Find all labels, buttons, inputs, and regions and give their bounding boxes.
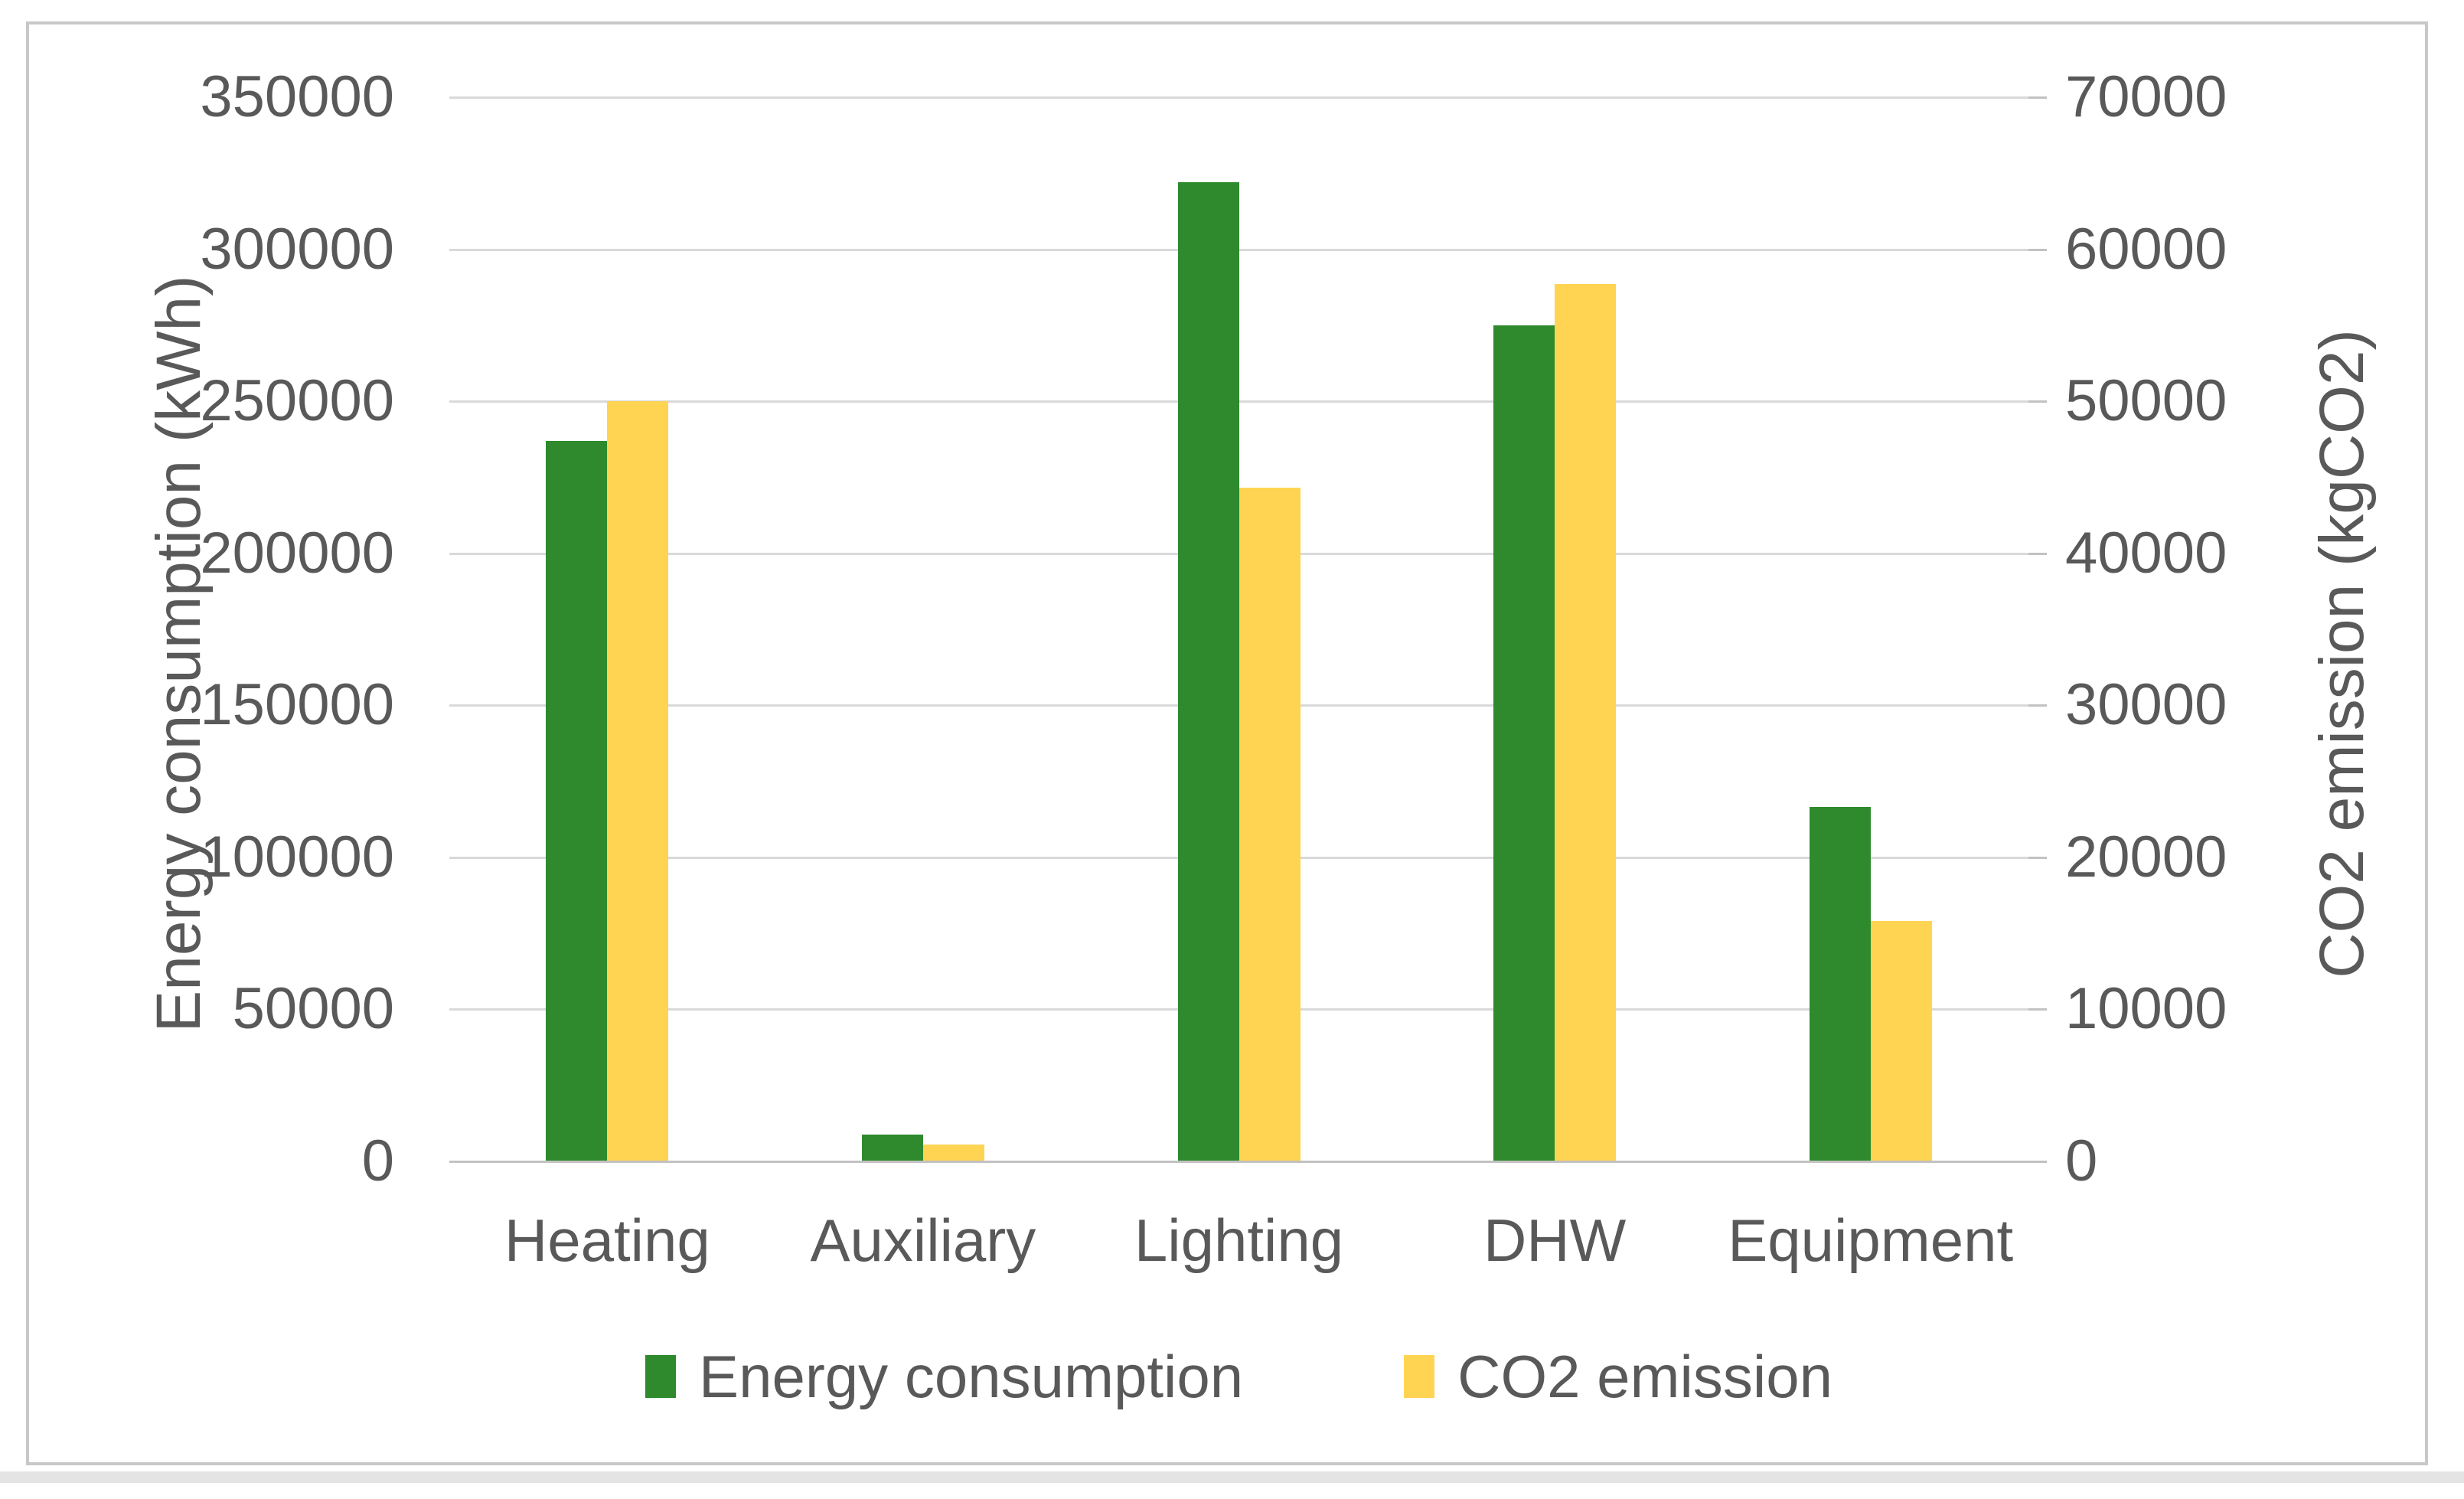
right-axis-tick-mark [2028, 96, 2047, 99]
right-axis-tick-label: 10000 [2065, 976, 2227, 1042]
gridline [449, 248, 2028, 251]
bar-co2-emission-equipment [1870, 921, 1932, 1161]
right-axis-tick-mark [2028, 1008, 2047, 1011]
bar-energy-consumption-dhw [1493, 325, 1555, 1161]
bar-co2-emission-lighting [1239, 488, 1301, 1161]
bar-energy-consumption-auxiliary [861, 1135, 923, 1161]
left-axis-tick-label: 50000 [232, 976, 394, 1042]
category-label-dhw: DHW [1483, 1207, 1627, 1274]
right-axis-tick-mark [2028, 400, 2047, 403]
right-axis-tick-mark [2028, 856, 2047, 859]
left-axis-tick-label: 300000 [200, 216, 394, 282]
category-label-equipment: Equipment [1728, 1207, 2014, 1274]
bar-energy-consumption-equipment [1809, 807, 1871, 1161]
right-axis-tick-label: 20000 [2065, 824, 2227, 890]
gridline [449, 400, 2028, 403]
legend-label: CO2 emission [1457, 1342, 1832, 1410]
legend-item-energy-consumption: Energy consumption [645, 1342, 1243, 1412]
right-axis-tick-label: 60000 [2065, 216, 2227, 282]
left-axis-tick-label: 150000 [200, 672, 394, 738]
left-axis-tick-label: 250000 [200, 368, 394, 434]
left-axis-tick-label: 0 [361, 1128, 394, 1194]
bar-energy-consumption-lighting [1177, 182, 1239, 1161]
category-label-heating: Heating [504, 1207, 710, 1274]
plot-area [449, 96, 2028, 1163]
right-axis-tick-mark [2028, 704, 2047, 707]
right-axis-tick-label: 30000 [2065, 672, 2227, 738]
category-label-lighting: Lighting [1134, 1207, 1344, 1274]
x-axis-line [449, 1161, 2028, 1163]
right-axis-tick-label: 40000 [2065, 520, 2227, 586]
gridline [449, 96, 2028, 99]
bar-energy-consumption-heating [546, 440, 608, 1161]
bar-co2-emission-dhw [1555, 284, 1617, 1161]
legend-swatch-energy-consumption [645, 1355, 677, 1398]
left-axis-tick-label: 350000 [200, 64, 394, 129]
right-axis-tick-mark [2028, 1161, 2047, 1163]
right-axis-tick-label: 0 [2065, 1128, 2098, 1194]
right-axis-tick-mark [2028, 248, 2047, 251]
bottom-shadow-band [0, 1471, 2464, 1483]
legend-item-co2-emission: CO2 emission [1404, 1342, 1832, 1412]
right-axis-tick-label: 50000 [2065, 368, 2227, 434]
right-axis-tick-label: 70000 [2065, 64, 2227, 129]
right-axis-tick-mark [2028, 552, 2047, 555]
category-label-auxiliary: Auxiliary [810, 1207, 1036, 1274]
legend-label: Energy consumption [699, 1342, 1244, 1410]
bar-co2-emission-heating [607, 401, 669, 1161]
legend-swatch-co2-emission [1404, 1355, 1435, 1398]
bar-co2-emission-auxiliary [922, 1145, 984, 1161]
left-axis-tick-label: 200000 [200, 520, 394, 586]
legend: Energy consumption CO2 emission [449, 1338, 2028, 1415]
left-axis-tick-label: 100000 [200, 824, 394, 890]
